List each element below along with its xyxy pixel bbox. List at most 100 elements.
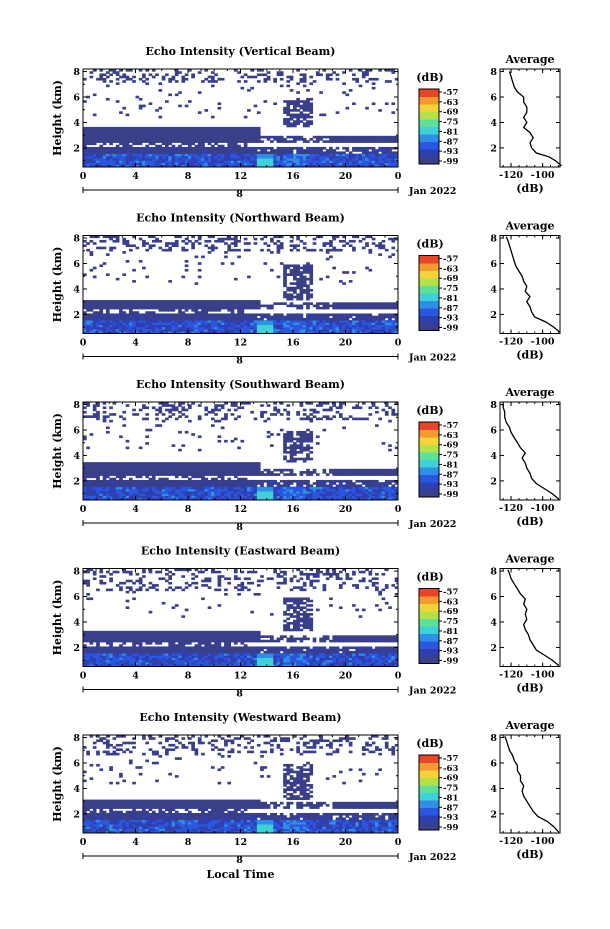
y-tick-label: 4 <box>73 617 80 628</box>
colorbar-unit: (dB) <box>416 404 443 417</box>
x-tick-label: 12 <box>234 171 247 182</box>
date-label: Jan 2022 <box>408 353 456 364</box>
colorbar-unit: (dB) <box>416 71 443 84</box>
profile-x-tick-label: -100 <box>531 836 555 847</box>
y-tick-label: 6 <box>73 259 80 270</box>
profile-x-tick-label: -100 <box>531 670 555 681</box>
x-tick-label: 4 <box>132 671 139 682</box>
x-tick-label: 0 <box>395 338 402 349</box>
profile-y-tick-label: 4 <box>490 784 497 795</box>
colorbar-tick-label: -81 <box>443 460 458 470</box>
colorbar-tick-label: -81 <box>443 627 458 637</box>
y-tick-label: 2 <box>73 476 80 487</box>
profile-line <box>505 236 561 333</box>
profile-y-tick-label: 8 <box>490 733 497 744</box>
x-tick-label: 20 <box>339 504 353 515</box>
colorbar-tick-label: -69 <box>443 274 458 284</box>
y-axis-label: Height (km) <box>51 413 64 489</box>
x-tick-label: 16 <box>286 504 300 515</box>
colorbar-tick-label: -93 <box>443 147 458 157</box>
panel-title: Echo Intensity (Vertical Beam) <box>145 45 335 58</box>
colorbar: (dB)-57-63-69-75-81-87-93-99 <box>416 737 458 833</box>
colorbar: (dB)-57-63-69-75-81-87-93-99 <box>416 404 458 500</box>
profile-y-tick-label: 8 <box>490 234 497 245</box>
profile-x-label: (dB) <box>516 182 543 195</box>
colorbar-tick-label: -69 <box>443 607 458 617</box>
profile-x-tick-label: -120 <box>499 670 523 681</box>
date-label: Jan 2022 <box>408 686 456 697</box>
profile-x-tick-label: -100 <box>531 503 555 514</box>
colorbar-tick-label: -69 <box>443 108 458 118</box>
x-tick-label: 0 <box>395 504 402 515</box>
x-tick-label: 12 <box>234 338 247 349</box>
profile-x-label: (dB) <box>516 515 543 528</box>
x-tick-label: 20 <box>339 338 353 349</box>
colorbar-tick-label: -57 <box>443 88 458 98</box>
average-profile: Average -120 -100 2 4 6 8 (dB) <box>490 719 561 861</box>
average-profile: Average -120 -100 2 4 6 8 (dB) <box>490 53 563 195</box>
panel-0: Echo Intensity (Vertical Beam) 0 4 8 12 16 20 0… <box>51 45 563 200</box>
profile-title: Average <box>504 386 554 399</box>
colorbar-tick-label: -81 <box>443 127 458 137</box>
colorbar-tick-label: -99 <box>443 324 458 334</box>
x-tick-label: 8 <box>185 671 192 682</box>
y-axis-label: Height (km) <box>51 746 64 822</box>
profile-title: Average <box>504 719 554 732</box>
profile-y-tick-label: 2 <box>490 476 497 487</box>
y-tick-label: 8 <box>73 67 80 78</box>
x-tick-label: 20 <box>339 837 353 848</box>
y-tick-label: 8 <box>73 733 80 744</box>
x-tick-label: 8 <box>185 338 192 349</box>
x-tick-label: 16 <box>286 338 300 349</box>
y-axis-label: Height (km) <box>51 247 64 323</box>
colorbar-tick-label: -63 <box>443 431 458 441</box>
profile-x-tick-label: -120 <box>499 337 523 348</box>
colorbar-tick-label: -63 <box>443 264 458 274</box>
colorbar-unit: (dB) <box>416 571 443 584</box>
profile-x-label: (dB) <box>516 848 543 861</box>
colorbar-tick-label: -63 <box>443 98 458 108</box>
profile-y-tick-label: 8 <box>490 67 497 78</box>
colorbar-tick-label: -87 <box>443 637 458 647</box>
profile-line <box>504 736 559 833</box>
y-tick-label: 8 <box>73 234 80 245</box>
x-tick-label: 8 <box>185 504 192 515</box>
x-tick-label: 20 <box>339 671 353 682</box>
profile-y-tick-label: 8 <box>490 400 497 411</box>
y-tick-label: 4 <box>73 784 80 795</box>
colorbar-tick-label: -93 <box>443 480 458 490</box>
heatmap-cells <box>83 402 399 501</box>
profile-x-tick-label: -120 <box>499 836 523 847</box>
panel-4: Echo Intensity (Westward Beam) 0 4 8 12 16 20 0… <box>51 711 561 866</box>
y-tick-label: 4 <box>73 451 80 462</box>
colorbar-tick-label: -57 <box>443 421 458 431</box>
colorbar-unit: (dB) <box>416 238 443 251</box>
colorbar-tick-label: -99 <box>443 490 458 500</box>
heatmap-cells <box>83 735 399 834</box>
x-tick-label: 4 <box>132 504 139 515</box>
colorbar-tick-label: -63 <box>443 764 458 774</box>
heatmap-cells <box>83 568 399 667</box>
colorbar-tick-label: -81 <box>443 294 458 304</box>
x-tick-label: 0 <box>395 837 402 848</box>
profile-y-tick-label: 6 <box>490 426 497 437</box>
panel-title: Echo Intensity (Southward Beam) <box>136 378 345 391</box>
day-label: 8 <box>236 522 243 533</box>
y-tick-label: 4 <box>73 118 80 129</box>
y-axis-label: Height (km) <box>51 80 64 156</box>
colorbar-tick-label: -75 <box>443 784 458 794</box>
y-tick-label: 8 <box>73 400 80 411</box>
colorbar-tick-label: -57 <box>443 255 458 265</box>
colorbar-tick-label: -63 <box>443 597 458 607</box>
colorbar-unit: (dB) <box>416 737 443 750</box>
y-tick-label: 2 <box>73 310 80 321</box>
x-tick-label: 0 <box>395 171 402 182</box>
profile-y-tick-label: 4 <box>490 284 497 295</box>
colorbar-tick-label: -99 <box>443 657 458 667</box>
y-tick-label: 6 <box>73 592 80 603</box>
x-tick-label: 20 <box>339 171 353 182</box>
date-label: Jan 2022 <box>408 852 456 863</box>
colorbar-tick-label: -69 <box>443 441 458 451</box>
profile-y-tick-label: 2 <box>490 809 497 820</box>
